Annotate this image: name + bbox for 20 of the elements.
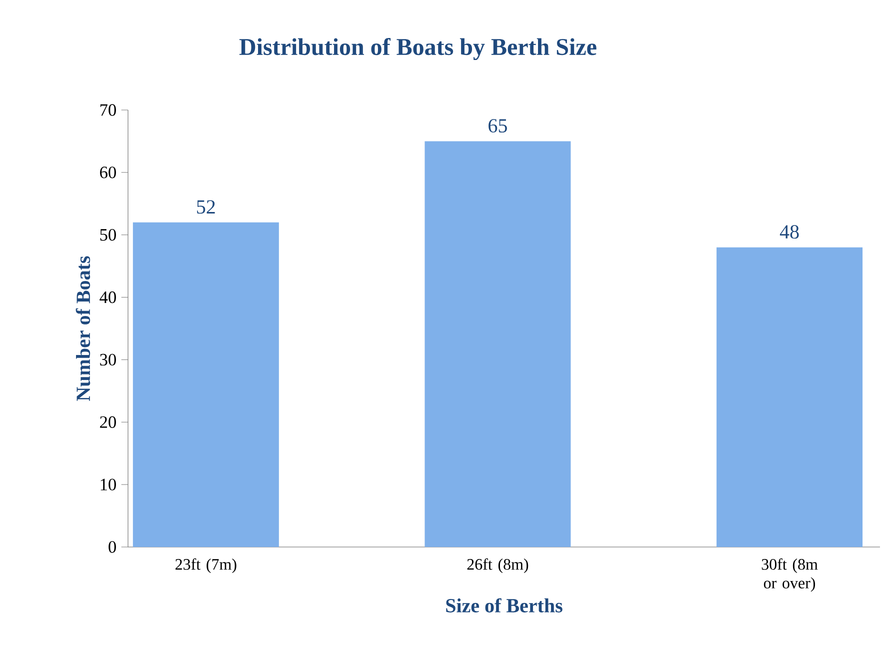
y-tick-label: 20 bbox=[100, 416, 116, 428]
bar bbox=[424, 141, 571, 547]
bar bbox=[132, 222, 279, 547]
y-tick-label: 70 bbox=[100, 104, 116, 116]
data-label: 52 bbox=[197, 200, 215, 214]
chart-title: Distribution of Boats by Berth Size bbox=[239, 38, 596, 60]
data-label: 65 bbox=[488, 119, 507, 132]
y-tick-label: 50 bbox=[100, 229, 116, 241]
x-axis-title: Size of Berths bbox=[446, 598, 562, 612]
x-tick-label: 26ft (8m) bbox=[467, 558, 528, 574]
data-label: 48 bbox=[780, 225, 799, 239]
y-tick-label: 0 bbox=[108, 541, 116, 553]
bar bbox=[716, 247, 863, 547]
y-axis-title: Number of Boats bbox=[76, 256, 90, 401]
x-tick-label: 23ft (7m) bbox=[176, 558, 236, 574]
y-tick-label: 40 bbox=[100, 291, 116, 304]
y-tick-label: 30 bbox=[100, 354, 116, 366]
x-tick-label: 30ft (8m or over) bbox=[762, 558, 818, 592]
y-tick-label: 60 bbox=[100, 166, 116, 178]
y-tick-label: 10 bbox=[100, 478, 116, 490]
